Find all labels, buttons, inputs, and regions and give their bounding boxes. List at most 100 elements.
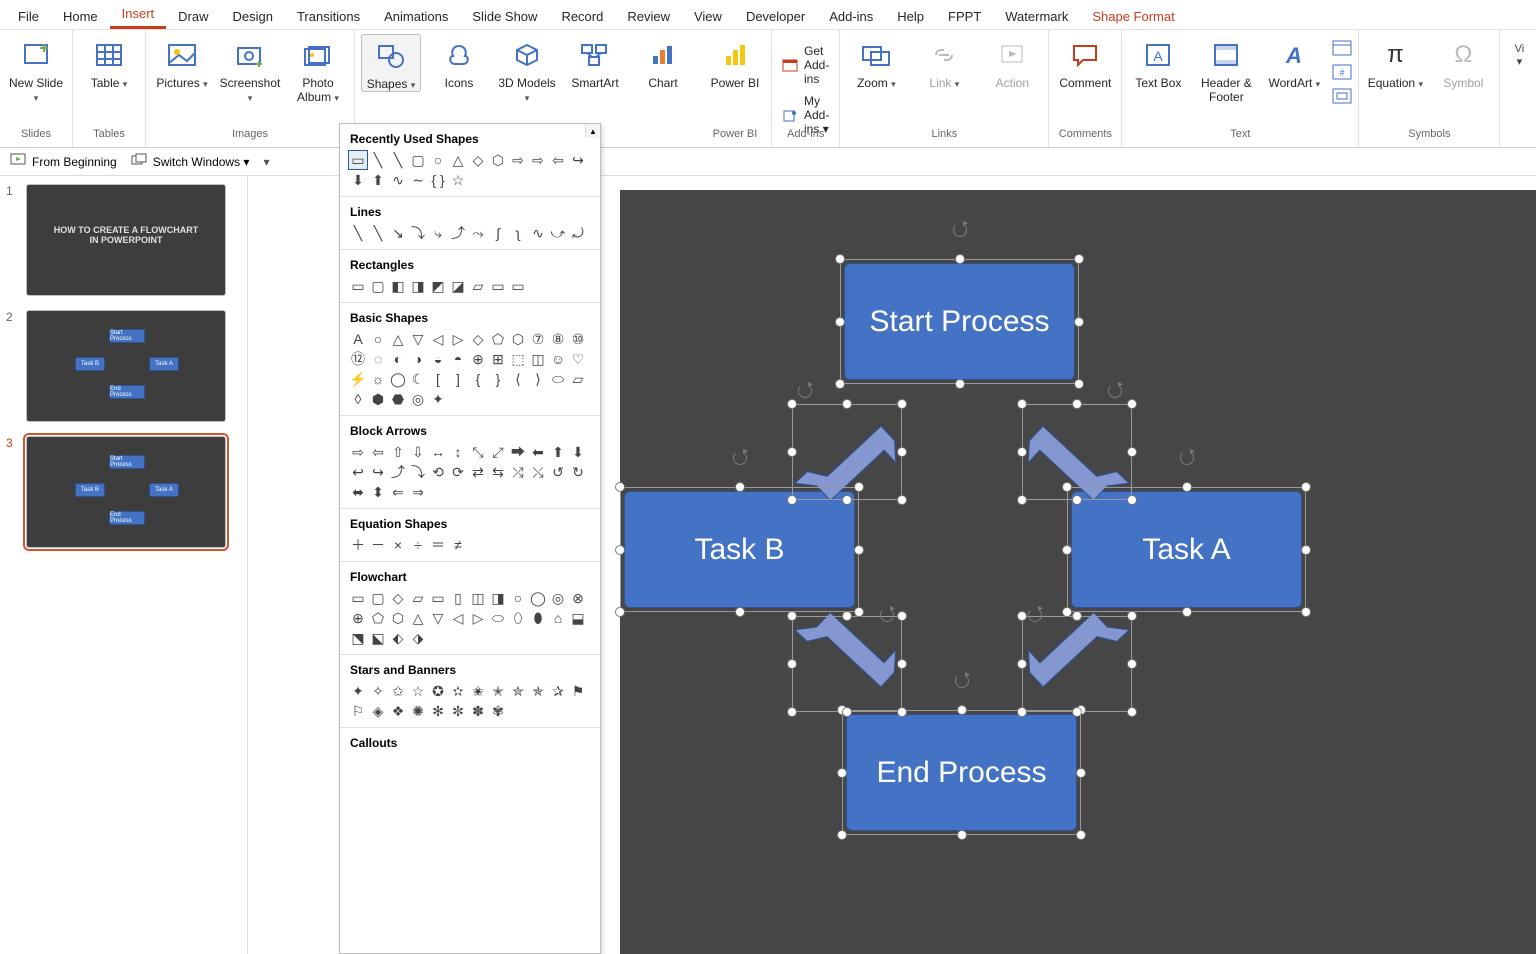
- tab-design[interactable]: Design: [221, 3, 285, 29]
- shape-option-icon[interactable]: ⬡: [509, 330, 527, 348]
- selection-handle[interactable]: [1017, 611, 1027, 621]
- slide-number-icon[interactable]: #: [1332, 64, 1352, 82]
- selection-handle[interactable]: [787, 707, 797, 717]
- shape-option-icon[interactable]: ×: [389, 536, 407, 554]
- shape-option-icon[interactable]: ↕: [449, 443, 467, 461]
- selection-handle[interactable]: [854, 607, 864, 617]
- shape-option-icon[interactable]: ⬕: [369, 629, 387, 647]
- shape-option-icon[interactable]: ＝: [429, 536, 447, 554]
- shape-option-icon[interactable]: △: [449, 151, 467, 169]
- selection-handle[interactable]: [735, 482, 745, 492]
- shape-option-icon[interactable]: ⬠: [369, 609, 387, 627]
- video-button[interactable]: Vi▾: [1506, 34, 1532, 72]
- tab-developer[interactable]: Developer: [734, 3, 817, 29]
- shape-option-icon[interactable]: ☼: [369, 370, 387, 388]
- selection-handle[interactable]: [1127, 399, 1137, 409]
- selection-handle[interactable]: [1062, 482, 1072, 492]
- shape-option-icon[interactable]: ∿: [529, 224, 547, 242]
- shape-option-icon[interactable]: ▭: [429, 589, 447, 607]
- shape-option-icon[interactable]: ✪: [429, 682, 447, 700]
- shape-option-icon[interactable]: ◪: [449, 277, 467, 295]
- shape-option-icon[interactable]: ＋: [349, 536, 367, 554]
- selection-handle[interactable]: [1127, 707, 1137, 717]
- shape-option-icon[interactable]: ✻: [429, 702, 447, 720]
- shape-option-icon[interactable]: ◧: [389, 277, 407, 295]
- shape-option-icon[interactable]: ✼: [449, 702, 467, 720]
- shape-option-icon[interactable]: ÷: [409, 536, 427, 554]
- object-icon[interactable]: [1332, 88, 1352, 106]
- tab-watermark[interactable]: Watermark: [993, 3, 1080, 29]
- shape-option-icon[interactable]: ⤮: [509, 463, 527, 481]
- shape-option-icon[interactable]: ⬮: [529, 609, 547, 627]
- selection-handle[interactable]: [615, 482, 625, 492]
- shape-option-icon[interactable]: ▭: [349, 277, 367, 295]
- shape-option-icon[interactable]: △: [389, 330, 407, 348]
- shape-option-icon[interactable]: ⬇: [349, 171, 367, 189]
- tab-record[interactable]: Record: [549, 3, 615, 29]
- shape-option-icon[interactable]: ⊕: [469, 350, 487, 368]
- shape-option-icon[interactable]: ◐: [389, 350, 407, 368]
- shape-option-icon[interactable]: ⇐: [389, 483, 407, 501]
- shape-option-icon[interactable]: ◊: [349, 390, 367, 408]
- tab-slideshow[interactable]: Slide Show: [460, 3, 549, 29]
- selection-handle[interactable]: [1017, 495, 1027, 505]
- selection-handle[interactable]: [1072, 495, 1082, 505]
- shape-option-icon[interactable]: ✯: [529, 682, 547, 700]
- shape-option-icon[interactable]: ⬍: [369, 483, 387, 501]
- chart-button[interactable]: Chart: [633, 34, 693, 90]
- tab-addins[interactable]: Add-ins: [817, 3, 885, 29]
- shape-option-icon[interactable]: ○: [509, 589, 527, 607]
- selection-handle[interactable]: [1017, 399, 1027, 409]
- selection-handle[interactable]: [835, 254, 845, 264]
- shape-option-icon[interactable]: ⟩: [529, 370, 547, 388]
- selection-handle[interactable]: [897, 447, 907, 457]
- shape-option-icon[interactable]: ⇨: [509, 151, 527, 169]
- shape-option-icon[interactable]: ▯: [449, 589, 467, 607]
- shape-option-icon[interactable]: ∿: [389, 171, 407, 189]
- shape-option-icon[interactable]: ⟳: [449, 463, 467, 481]
- shape-option-icon[interactable]: ⤴: [449, 224, 467, 242]
- shape-option-icon[interactable]: ✾: [489, 702, 507, 720]
- icons-button[interactable]: Icons: [429, 34, 489, 90]
- shape-option-icon[interactable]: ☆: [409, 682, 427, 700]
- selection-handle[interactable]: [1074, 379, 1084, 389]
- selection-handle[interactable]: [957, 830, 967, 840]
- rotate-handle-icon[interactable]: [955, 674, 969, 688]
- shape-option-icon[interactable]: ◌: [369, 350, 387, 368]
- selection-handle[interactable]: [955, 254, 965, 264]
- photo-album-button[interactable]: Photo Album ▾: [288, 34, 348, 104]
- shape-option-icon[interactable]: ⤴: [389, 463, 407, 481]
- shape-option-icon[interactable]: ✰: [549, 682, 567, 700]
- shape-option-icon[interactable]: ⇆: [489, 463, 507, 481]
- slide-thumb-3[interactable]: Start Process Task B Task A End Process: [26, 436, 226, 548]
- tab-draw[interactable]: Draw: [166, 3, 220, 29]
- rotate-handle-icon[interactable]: [1028, 608, 1042, 622]
- shape-option-icon[interactable]: ◫: [469, 589, 487, 607]
- thumb-row-2[interactable]: 2 Start Process Task B Task A End Proces…: [6, 310, 241, 422]
- shape-option-icon[interactable]: ⤻: [549, 224, 567, 242]
- selection-handle[interactable]: [787, 495, 797, 505]
- shape-option-icon[interactable]: ⊞: [489, 350, 507, 368]
- shape-option-icon[interactable]: ⚐: [349, 702, 367, 720]
- qat-overflow-icon[interactable]: ▾: [263, 155, 269, 169]
- shape-option-icon[interactable]: ʃ: [489, 224, 507, 242]
- shape-option-icon[interactable]: ◯: [389, 370, 407, 388]
- shape-option-icon[interactable]: ○: [369, 330, 387, 348]
- tab-animations[interactable]: Animations: [372, 3, 460, 29]
- selection-handle[interactable]: [1127, 447, 1137, 457]
- shape-option-icon[interactable]: ╲: [349, 224, 367, 242]
- shape-option-icon[interactable]: ○: [429, 151, 447, 169]
- shape-option-icon[interactable]: ⤷: [429, 224, 447, 242]
- shape-option-icon[interactable]: ⬆: [549, 443, 567, 461]
- selection-handle[interactable]: [787, 447, 797, 457]
- selection-handle[interactable]: [1072, 611, 1082, 621]
- symbol-button[interactable]: Ω Symbol: [1433, 34, 1493, 90]
- shape-option-icon[interactable]: ⚡: [349, 370, 367, 388]
- selection-handle[interactable]: [854, 482, 864, 492]
- textbox-button[interactable]: A Text Box: [1128, 34, 1188, 90]
- shape-option-icon[interactable]: ⬚: [509, 350, 527, 368]
- shape-option-icon[interactable]: ✺: [409, 702, 427, 720]
- shape-option-icon[interactable]: －: [369, 536, 387, 554]
- shape-option-icon[interactable]: ◑: [409, 350, 427, 368]
- shape-option-icon[interactable]: ◇: [469, 151, 487, 169]
